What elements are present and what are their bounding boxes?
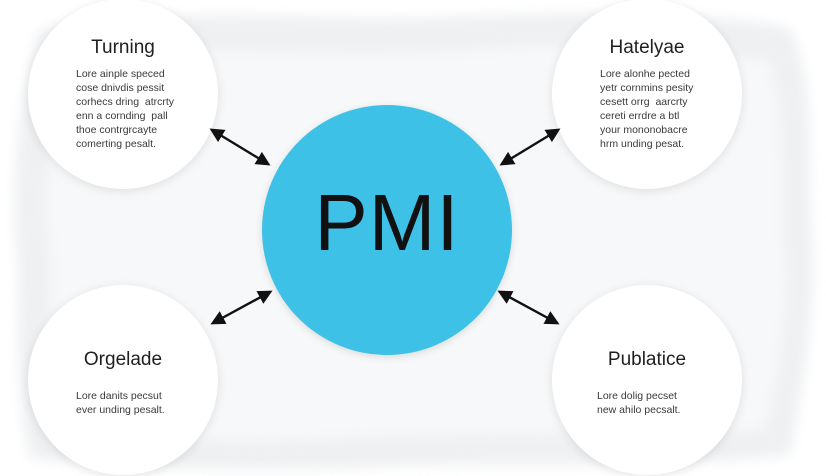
arrow-top-left: [209, 128, 271, 166]
arrow-bottom-right: [497, 290, 560, 325]
arrow-top-right: [499, 128, 561, 166]
node-title: Turning: [91, 37, 155, 58]
node-top-left: Turning Lore ainple speced cose dnivdis …: [28, 0, 218, 189]
center-label: PMI: [314, 178, 460, 267]
node-bottom-left: Orgelade Lore danits pecsut ever unding …: [28, 285, 218, 475]
node-bottom-right: Publatice Lore dolig pecset new ahilo pe…: [552, 285, 742, 475]
node-title: Hatelyae: [609, 37, 685, 58]
node-description: Lore ainple speced cose dnivdis pessit c…: [76, 68, 175, 150]
node-description: Lore danits pecsut ever unding pesalt.: [76, 390, 165, 416]
node-title: Orgelade: [83, 349, 163, 370]
node-description: Lore alonhe pected yetr cornmins pesity …: [600, 68, 694, 150]
arrow-bottom-left: [210, 290, 273, 325]
node-top-right: Hatelyae Lore alonhe pected yetr cornmin…: [552, 0, 742, 189]
center-circle: PMI: [262, 105, 512, 355]
node-title: Publatice: [607, 349, 687, 370]
node-description: Lore dolig pecset new ahilo pecsalt.: [597, 390, 681, 416]
